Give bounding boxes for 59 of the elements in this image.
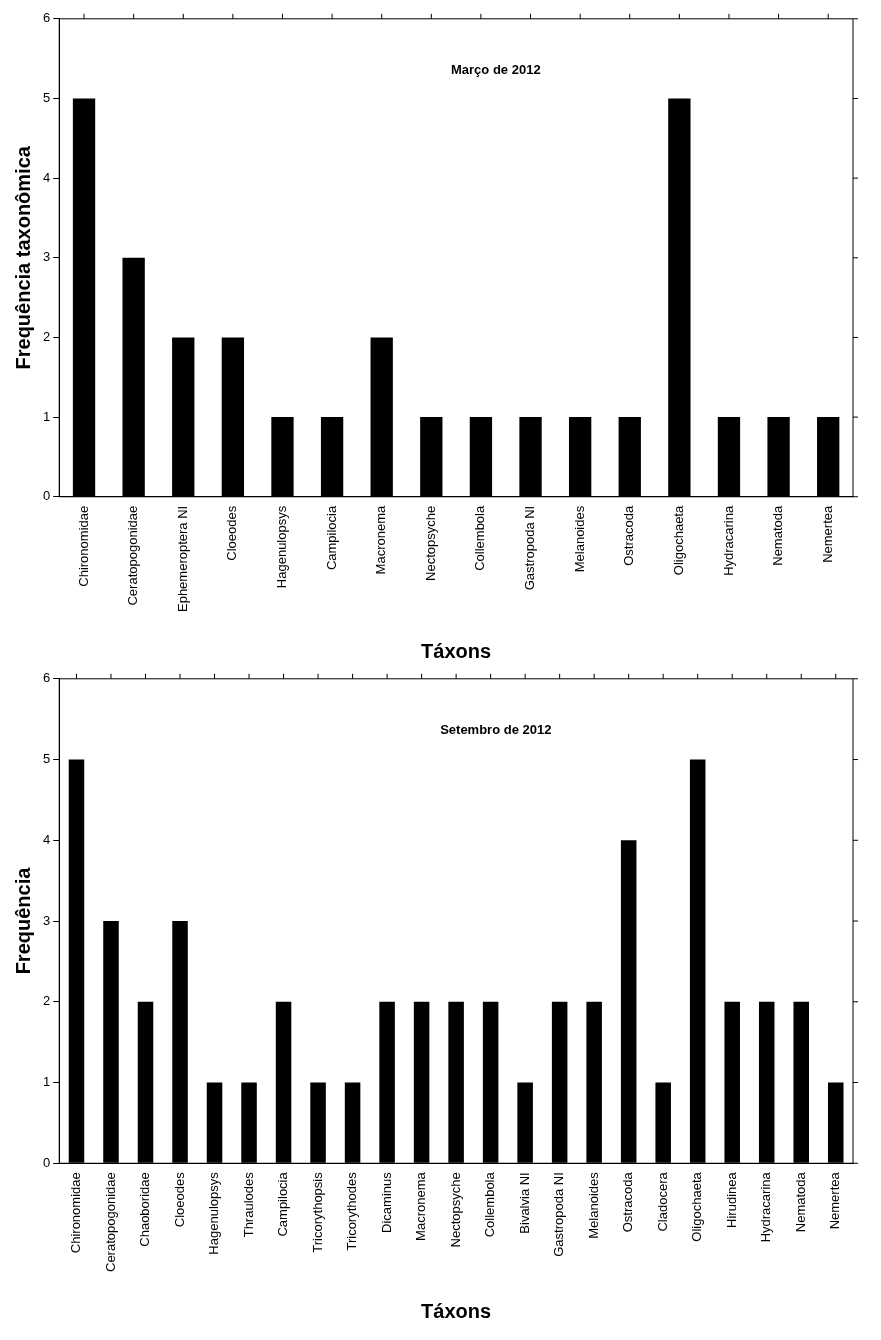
y-tick-label: 4 — [43, 831, 51, 847]
x-tick-label: Oligochaeta — [670, 505, 686, 576]
x-axis-title: Táxons — [421, 1299, 492, 1322]
x-tick-label: Hydracarina — [720, 505, 736, 576]
x-tick-label: Gastropoda NI — [522, 505, 538, 591]
x-tick-label: Ceratopogonidae — [125, 505, 141, 606]
x-tick-label: Hagenulopsys — [274, 505, 290, 589]
x-tick-label: Ostracoda — [620, 1171, 636, 1233]
x-tick-label: Gastropoda NI — [551, 1172, 567, 1257]
y-tick-label: 0 — [43, 488, 51, 504]
x-tick-label: Ostracoda — [621, 505, 637, 566]
y-tick-label: 5 — [43, 751, 51, 767]
annotation: Março de 2012 — [451, 61, 541, 77]
x-tick-label: Bivalvia NI — [516, 1172, 532, 1234]
x-tick-label: Nectopsyche — [447, 1172, 463, 1248]
x-tick-label: Thraulodes — [240, 1171, 256, 1238]
y-tick-label: 6 — [43, 670, 51, 686]
x-tick-label: Melanoides — [585, 1171, 601, 1239]
y-tick-label: 1 — [43, 408, 51, 424]
y-tick-label: 5 — [43, 90, 51, 106]
x-tick-label: Nemertea — [819, 505, 835, 563]
x-tick-label: Nematoda — [770, 505, 786, 566]
x-tick-label: Collembola — [482, 1171, 498, 1238]
x-tick-label: Melanoides — [571, 505, 587, 573]
x-tick-label: Cloeodes — [171, 1171, 187, 1228]
x-tick-label: Campilocia — [323, 505, 339, 571]
y-axis-title: Frequência taxonômica — [11, 145, 34, 370]
x-tick-label: Oligochaeta — [689, 1171, 705, 1242]
x-tick-label: Nectopsyche — [422, 505, 438, 581]
x-tick-label: Tricorythodes — [344, 1171, 360, 1251]
x-tick-label: Hydracarina — [758, 1171, 774, 1243]
y-tick-label: 2 — [43, 329, 51, 345]
y-tick-label: 6 — [43, 10, 51, 26]
x-tick-label: Cladocera — [654, 1171, 670, 1232]
x-tick-label: Hirudinea — [723, 1171, 739, 1228]
x-tick-label: Collembola — [472, 505, 488, 571]
y-tick-label: 0 — [43, 1154, 51, 1170]
x-tick-label: Chaoboridae — [137, 1172, 153, 1247]
x-tick-label: Macronema — [373, 505, 389, 575]
x-tick-label: Hagenulopsys — [206, 1171, 222, 1255]
x-tick-label: Macronema — [413, 1171, 429, 1241]
x-tick-label: Campilocia — [275, 1171, 291, 1237]
x-tick-label: Ephemeroptera NI — [174, 505, 190, 613]
y-tick-label: 3 — [43, 912, 51, 928]
y-tick-label: 3 — [43, 249, 51, 265]
x-tick-label: Cloeodes — [224, 505, 240, 561]
y-tick-label: 1 — [43, 1074, 51, 1090]
x-tick-label: Dicaminus — [378, 1171, 394, 1233]
x-tick-label: Tricorythopsis — [309, 1171, 325, 1253]
x-tick-label: Ceratopogonidae — [102, 1172, 118, 1272]
x-axis-title: Táxons — [421, 639, 492, 662]
x-tick-label: Nemertea — [827, 1171, 843, 1230]
x-tick-label: Chironomidae — [75, 505, 91, 587]
y-tick-label: 2 — [43, 993, 51, 1009]
annotation: Setembro de 2012 — [440, 721, 552, 737]
y-axis-title: Frequência — [11, 866, 34, 975]
x-tick-label: Nematoda — [792, 1171, 808, 1233]
y-tick-label: 4 — [43, 169, 51, 185]
x-tick-label: Chironomidae — [68, 1172, 84, 1254]
